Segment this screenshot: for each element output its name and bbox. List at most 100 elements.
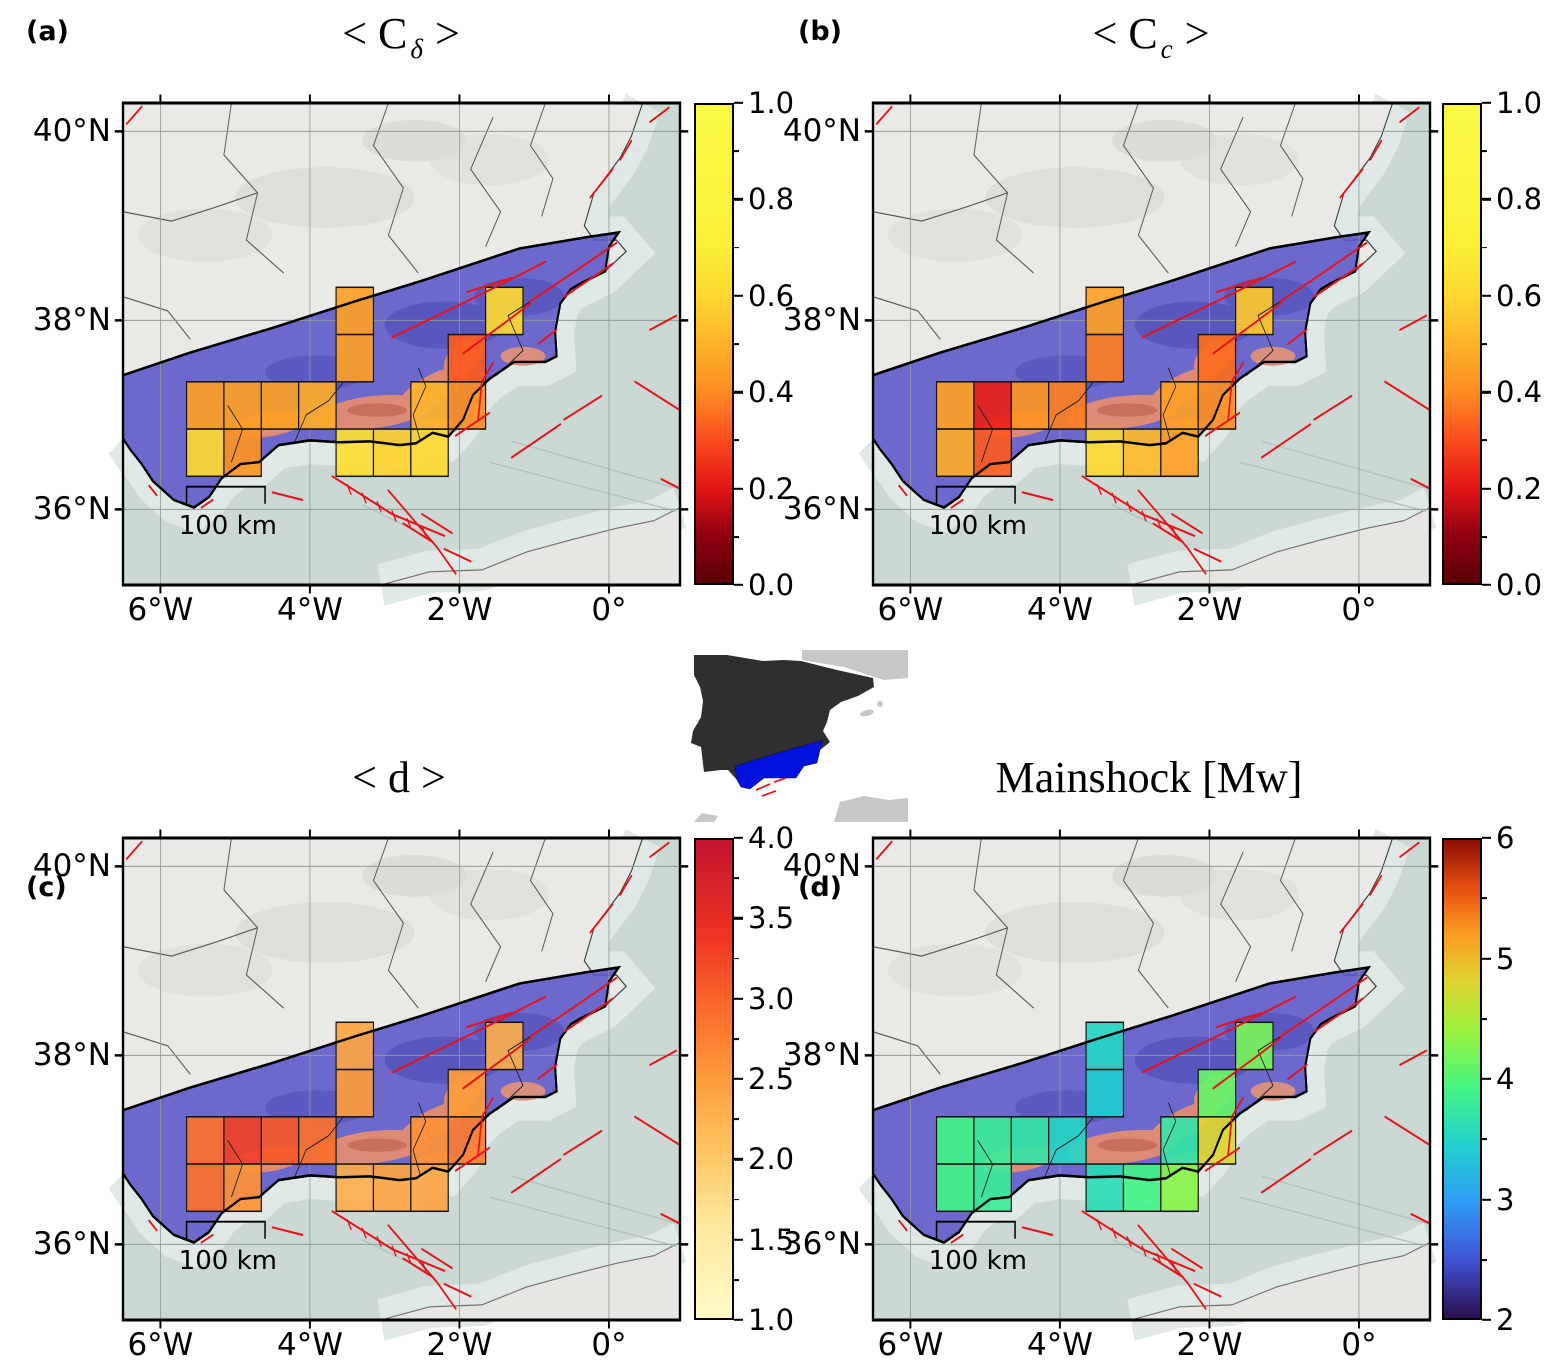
grid-cell [1048,1116,1087,1165]
map-c [123,838,680,1320]
inset-fault-marks [755,777,787,797]
grid-cell [410,1116,449,1165]
inset-balearics [877,701,883,707]
scalebar-label: 100 km [178,510,277,541]
colorbar-tick-mark [734,101,743,105]
inset-neighbor-africa-west [694,813,718,822]
colorbar-minor-tick [734,1037,739,1040]
title-text: > [1173,9,1210,58]
colorbar-minor-tick [1482,150,1487,153]
colorbar-tick-mark [734,1318,743,1322]
grid-cell [185,428,225,478]
colorbar-tick-mark [734,487,743,490]
grid-cell [1160,381,1199,430]
grid-cells-layer [185,1021,524,1213]
grid-cell [1235,286,1274,336]
x-tick-label: 0° [1341,1327,1377,1363]
colorbar-minor-tick [1482,1138,1487,1141]
y-tick-label: 38°N [782,302,861,339]
grid-cell [1010,381,1050,430]
grid-cell [1235,1021,1274,1071]
colorbar-ticks: 0.0 0.2 0.4 0.6 0.8 1.0 [1442,86,1542,602]
colorbar-tick-label: 0.2 [748,471,795,506]
colorbar-tick-label: 3 [1496,1182,1515,1217]
grid-cell [335,333,375,383]
scalebar-label: 100 km [178,1245,277,1276]
grid-cell [335,1163,375,1213]
colorbar-tick-label: 0.6 [1496,278,1543,313]
colorbar-minor-tick [734,246,739,249]
map-panel-c: 40°N 38°N 36°N 6°W 4°W 2°W 0° 100 km [33,838,680,1320]
map-b [873,103,1430,585]
grid-cell [935,1116,975,1165]
colorbar-tick-mark [1482,1318,1491,1322]
colorbar-tick-mark [1482,583,1491,587]
colorbar-tick-mark [734,390,743,394]
colorbar-ticks: 0.0 0.2 0.4 0.6 0.8 1.0 [694,86,794,602]
scalebar-label: 100 km [928,1245,1027,1276]
colorbar-tick-label: 3.5 [748,901,795,936]
x-tick-label: 0° [591,592,627,628]
panel-title-d: Mainshock [Mw] [851,752,1451,803]
colorbar-minor-tick [1482,897,1487,900]
grid-cell [410,381,449,430]
grid-cell [1122,1163,1162,1213]
colorbar-tick-label: 0.8 [748,182,795,217]
colorbar-minor-tick [734,957,739,960]
colorbar-tick-mark [734,198,743,201]
grid-cell [298,1116,337,1165]
grid-cell [335,1021,375,1071]
grid-cell [260,1116,300,1165]
colorbar-minor-tick [734,1198,739,1201]
grid-cell [973,1163,1012,1213]
inset-balearics [860,709,874,717]
inset-neighbor-africa [834,796,908,822]
x-tick-label: 2°W [426,592,493,628]
colorbar-tick-label: 0.4 [1496,375,1543,410]
colorbar-tick-label: 3.0 [748,981,795,1016]
colorbar-minor-tick [734,343,739,345]
colorbar-tick-label: 1.0 [748,86,795,120]
x-tick-label: 6°W [127,1327,194,1363]
grid-cell [1122,428,1162,478]
colorbar-tick-label: 2.5 [748,1062,795,1096]
colorbar-gradient [1442,103,1482,585]
colorbar-minor-tick [734,1118,739,1121]
colorbar-tick-mark [1482,1198,1491,1201]
colorbar-minor-tick [1482,1258,1487,1261]
grid-cell [260,381,300,430]
colorbar-b: 0.0 0.2 0.4 0.6 0.8 1.0 [1442,86,1542,602]
grid-cell [185,381,225,430]
colorbar-tick-mark [734,917,743,920]
panel-title-c: < d > [101,752,701,803]
x-tick-label: 2°W [1176,592,1243,628]
colorbar-minor-tick [1482,535,1487,538]
x-tick-label: 6°W [877,1327,944,1363]
y-tick-label: 40°N [32,113,111,150]
colorbar-tick-label: 2 [1496,1303,1515,1337]
y-tick-label: 38°N [782,1037,861,1074]
grid-cell [1085,1021,1125,1071]
panel-label-d: (d) [798,872,843,903]
title-subscript: c [1160,34,1173,64]
colorbar-tick-label: 5 [1496,941,1515,976]
title-text: < C [342,9,408,58]
grid-cell [935,1163,975,1213]
colorbar-minor-tick [734,1278,739,1281]
colorbar-tick-label: 0.4 [748,375,795,410]
inset-spain-silhouette [691,655,874,789]
map-d [873,838,1430,1320]
panel-label-c: (c) [26,872,67,903]
x-tick-label: 0° [591,1327,627,1363]
grid-cell [223,381,262,430]
grid-cell [1160,1116,1199,1165]
inset-location-map [684,650,908,822]
y-tick-label: 40°N [782,113,861,150]
colorbar-ticks: 2 3 4 5 6 [1442,821,1514,1337]
colorbar-tick-label: 4.0 [748,821,795,855]
grid-cell [1085,333,1125,383]
x-axis-ticks: 6°W 4°W 2°W 0° [123,1327,680,1371]
grid-cell [298,381,337,430]
